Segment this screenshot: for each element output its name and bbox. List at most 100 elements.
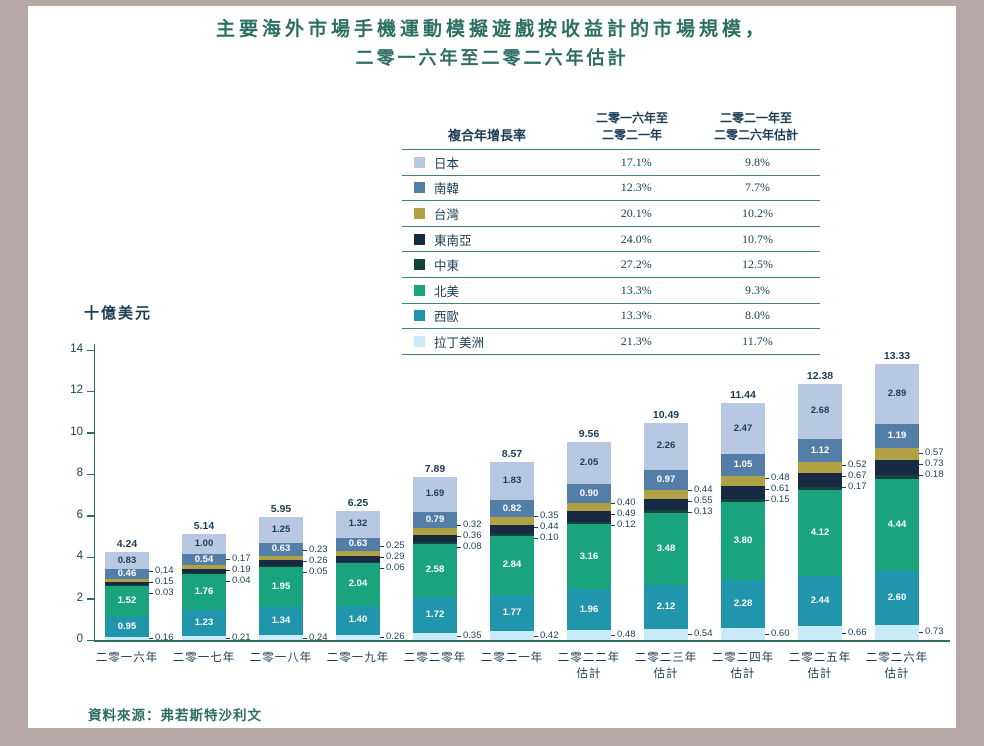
segment-value-label: 0.25 <box>386 540 405 552</box>
bar-segment-taiwan <box>798 462 842 474</box>
bar-segment-japan <box>644 422 688 470</box>
bar-segment-north-america <box>875 479 919 572</box>
segment-value-label: 0.08 <box>463 540 482 552</box>
segment-value-label: 0.60 <box>771 627 790 639</box>
segment-value-label: 0.17 <box>848 481 867 493</box>
value-leader-line <box>534 537 538 539</box>
segment-value-label: 0.49 <box>617 507 636 519</box>
bar-segment-western-europe <box>875 571 919 625</box>
y-axis-tick-label: 2 <box>76 591 83 604</box>
x-axis-label-line2: 估計 <box>576 668 602 680</box>
x-axis-label: 二零二零年 <box>390 650 480 666</box>
segment-value-label: 0.42 <box>540 629 559 641</box>
value-leader-line <box>457 524 461 526</box>
bar-segment-latin-america <box>259 635 303 640</box>
segment-value-label: 1.40 <box>348 614 368 626</box>
y-axis-tick-label: 0 <box>76 633 83 645</box>
value-leader-line <box>303 572 307 574</box>
segment-value-label: 0.48 <box>617 629 636 641</box>
legend-region-label: 南韓 <box>434 182 460 197</box>
x-axis-label-line1: 二零二一年 <box>480 652 544 664</box>
bar-segment-southeast-asia <box>182 568 226 573</box>
segment-value-label: 0.04 <box>232 574 251 586</box>
bar-segment-western-europe <box>490 594 534 632</box>
y-axis-tick-label: 8 <box>76 467 83 480</box>
bar-segment-japan <box>105 552 149 570</box>
value-leader-line <box>380 557 384 559</box>
cagr-header: 複合年增長率 <box>447 128 526 143</box>
segment-value-label: 1.76 <box>194 585 214 597</box>
y-axis-tick <box>87 515 95 517</box>
bar-total-label: 12.38 <box>806 369 834 382</box>
cagr-2021-2026-value: 9.3% <box>744 282 770 297</box>
value-leader-line <box>226 569 230 571</box>
bar-segment-taiwan <box>721 475 765 486</box>
col-2021-2026-header-line1: 二零二一年至 <box>719 111 792 126</box>
value-leader-line <box>688 490 692 492</box>
bar-segment-latin-america <box>567 630 611 640</box>
value-leader-line <box>611 513 615 515</box>
bar-segment-south-korea <box>567 484 611 504</box>
bar-segment-south-korea <box>259 542 303 556</box>
bar-segment-southeast-asia <box>644 498 688 511</box>
legend-row: 北美 13.3% 9.3% <box>402 278 820 304</box>
segment-value-label: 2.58 <box>425 564 445 576</box>
segment-value-label: 1.96 <box>579 603 599 615</box>
bar-segment-north-america <box>644 512 688 585</box>
value-leader-line <box>765 633 769 635</box>
segment-value-label: 1.23 <box>194 616 214 628</box>
x-axis-label-line1: 二零二四年 <box>711 652 775 664</box>
segment-value-label: 0.26 <box>386 631 405 643</box>
x-axis-label: 二零一七年 <box>159 650 249 666</box>
bar-total-label: 8.57 <box>501 448 523 461</box>
bar-segment-western-europe <box>644 584 688 629</box>
bar-segment-southeast-asia <box>567 511 611 522</box>
x-axis-label-line2: 估計 <box>653 668 679 680</box>
segment-value-label: 2.60 <box>887 591 907 603</box>
value-leader-line <box>380 568 384 570</box>
bar-segment-middle-east <box>567 521 611 524</box>
segment-value-label: 2.28 <box>733 597 753 609</box>
segment-value-label: 1.05 <box>733 459 753 471</box>
bar-segment-japan <box>490 462 534 501</box>
segment-value-label: 0.26 <box>309 555 328 567</box>
segment-value-label: 0.54 <box>194 553 214 565</box>
segment-value-label: 0.16 <box>155 632 174 644</box>
segment-value-label: 0.48 <box>771 471 790 483</box>
value-leader-line <box>842 633 846 635</box>
segment-value-label: 0.15 <box>155 576 174 588</box>
cagr-2016-2021-value: 12.3% <box>620 180 652 195</box>
bar-segment-north-america <box>567 524 611 590</box>
x-axis-label: 二零二四年 估計 <box>698 650 788 682</box>
legend-row: 西歐 13.3% 8.0% <box>402 304 820 330</box>
bar-segment-south-korea <box>490 500 534 518</box>
bar-segment-western-europe <box>182 610 226 636</box>
legend-region-label: 中東 <box>434 259 460 274</box>
x-axis-label: 二零二二年 估計 <box>544 650 634 682</box>
segment-value-label: 1.69 <box>425 488 445 500</box>
legend-row: 日本 17.1% 9.8% <box>402 150 820 176</box>
bar-segment-japan <box>413 476 457 512</box>
bar-segment-japan <box>875 363 919 424</box>
cagr-2021-2026-value: 10.2% <box>741 205 773 220</box>
legend-row: 中東 27.2% 12.5% <box>402 252 820 278</box>
segment-value-label: 0.19 <box>232 563 251 575</box>
legend-region-label: 日本 <box>434 156 460 171</box>
bar-segment-japan <box>182 533 226 555</box>
bar-segment-south-korea <box>336 537 380 551</box>
bar-segment-north-america <box>336 563 380 606</box>
segment-value-label: 1.12 <box>810 444 830 456</box>
segment-value-label: 1.52 <box>117 595 137 607</box>
value-leader-line <box>380 637 384 639</box>
y-axis-tick <box>87 349 95 351</box>
segment-value-label: 0.66 <box>848 627 867 639</box>
col-2021-2026-header-line2: 二零二六年估計 <box>713 128 798 143</box>
x-axis-label: 二零一九年 <box>313 650 403 666</box>
segment-value-label: 2.89 <box>887 387 907 399</box>
bar-segment-south-korea <box>644 469 688 490</box>
segment-value-label: 1.72 <box>425 608 445 620</box>
y-axis-tick-label: 4 <box>76 550 83 563</box>
bar-segment-southeast-asia <box>798 473 842 487</box>
segment-value-label: 1.77 <box>502 606 522 618</box>
